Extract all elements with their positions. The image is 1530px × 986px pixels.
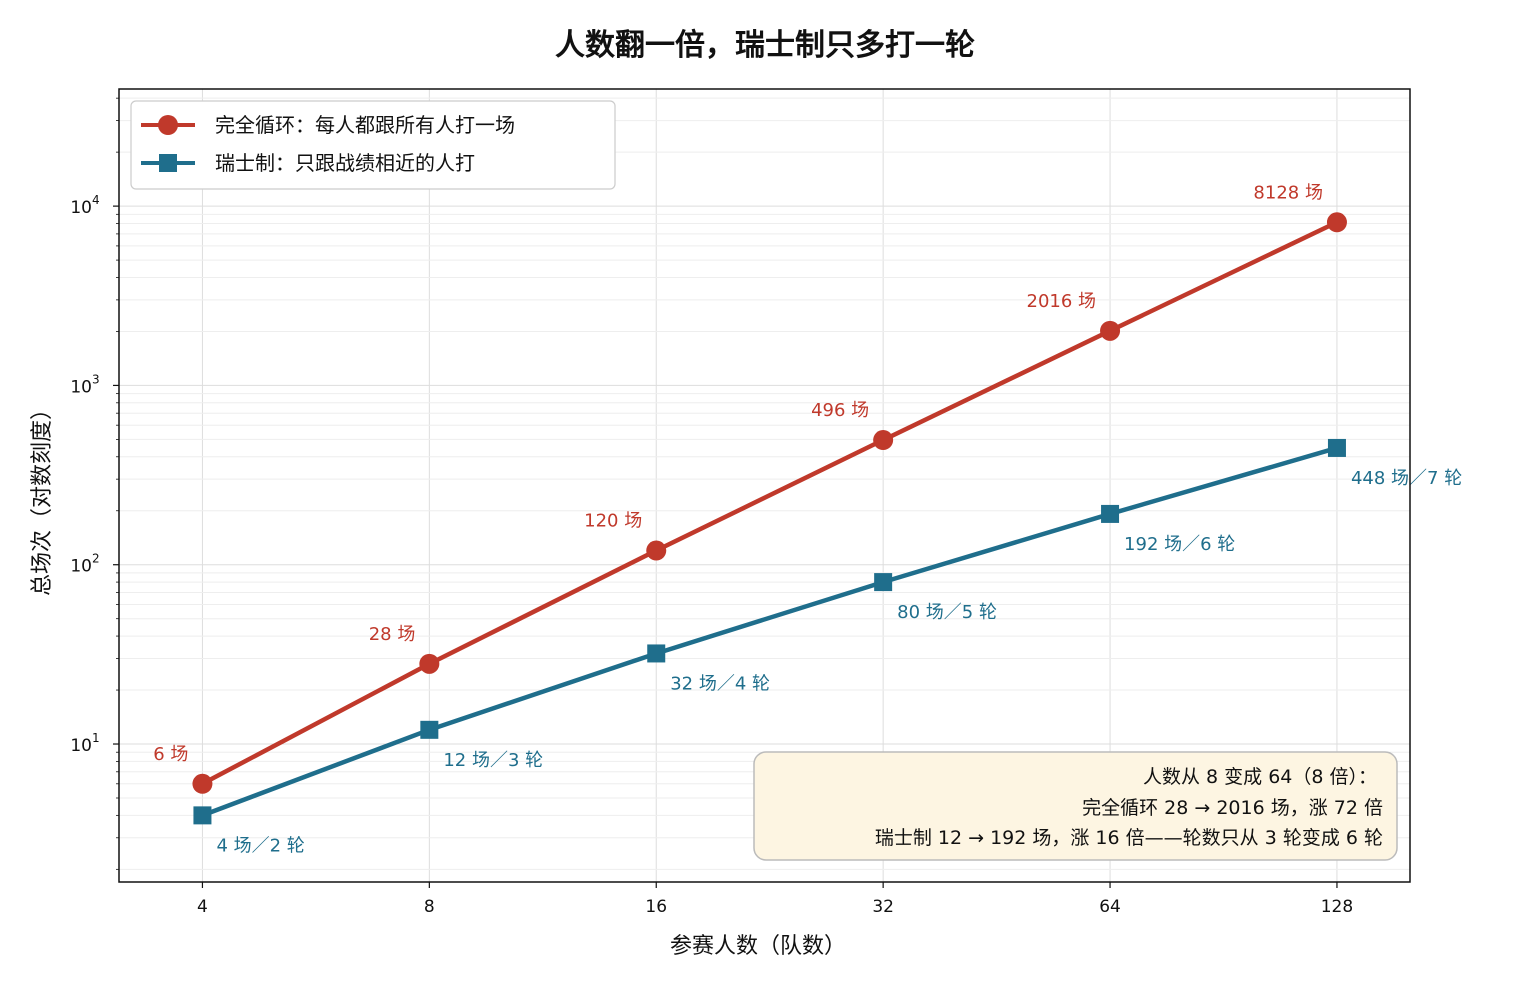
y-tick-exponent: 1 (92, 731, 100, 745)
data-point (192, 773, 213, 794)
legend-label-round-robin: 完全循环：每人都跟所有人打一场 (215, 113, 515, 137)
legend: 完全循环：每人都跟所有人打一场 瑞士制：只跟战绩相近的人打 (130, 100, 616, 190)
data-label: 192 场／6 轮 (1124, 534, 1235, 555)
y-tick-exponent: 4 (92, 193, 100, 207)
data-label: 80 场／5 轮 (897, 602, 997, 623)
data-label: 8128 场 (1253, 182, 1323, 203)
y-axis-label: 总场次（对数刻度） (30, 398, 55, 596)
x-tick-label: 4 (197, 897, 208, 917)
legend-marker-swiss (159, 154, 177, 172)
x-tick-label: 64 (1099, 897, 1121, 917)
data-label: 12 场／3 轮 (443, 750, 543, 771)
data-label: 448 场／7 轮 (1351, 468, 1462, 489)
data-point (1101, 504, 1120, 523)
data-point (193, 806, 212, 825)
x-axis-label: 参赛人数（队数） (670, 934, 846, 959)
data-point (419, 653, 440, 674)
annotation-line-3: 瑞士制 12 → 192 场，涨 16 倍——轮数只从 3 轮变成 6 轮 (875, 827, 1383, 849)
plot-area (119, 89, 1410, 882)
legend-box (130, 100, 616, 190)
annotation-line-1: 人数从 8 变成 64（8 倍）： (1143, 766, 1377, 788)
annotation-line-2: 完全循环 28 → 2016 场，涨 72 倍 (1082, 797, 1383, 819)
x-tick-label: 32 (872, 897, 894, 917)
data-label: 4 场／2 轮 (216, 835, 304, 856)
series-line-0 (201, 220, 1338, 786)
data-point (1327, 438, 1346, 457)
x-tick-label: 8 (424, 897, 435, 917)
x-tick-label: 16 (645, 897, 667, 917)
data-point (1100, 320, 1121, 341)
plot-frame (118, 88, 1411, 883)
data-point (647, 644, 666, 663)
series-layer (192, 212, 1347, 825)
annotation-box: 人数从 8 变成 64（8 倍）： 完全循环 28 → 2016 场，涨 72 … (753, 751, 1398, 861)
data-label: 2016 场 (1027, 291, 1097, 312)
data-label: 28 场 (369, 624, 416, 645)
chart-title: 人数翻一倍，瑞士制只多打一轮 (555, 28, 975, 63)
series-line-1 (201, 445, 1338, 818)
y-tick-label: 10 (70, 377, 92, 397)
x-tick-label: 128 (1321, 897, 1353, 917)
y-tick-label: 10 (70, 736, 92, 756)
data-point (646, 540, 667, 561)
y-tick-label: 10 (70, 198, 92, 218)
legend-label-swiss: 瑞士制：只跟战绩相近的人打 (215, 151, 475, 175)
data-point (873, 430, 894, 451)
data-labels: 6 场 28 场 120 场 496 场 2016 场 8128 场 4 场／2 轮 12 场… (153, 182, 1462, 856)
data-label: 496 场 (811, 400, 869, 421)
data-point (874, 573, 893, 592)
y-tick-exponent: 2 (92, 552, 100, 566)
y-tick-label: 10 (70, 557, 92, 577)
annotation-background (753, 751, 1398, 861)
legend-marker-round-robin (158, 115, 178, 135)
data-point (420, 720, 439, 739)
data-point (1326, 212, 1347, 233)
data-label: 6 场 (153, 744, 188, 765)
data-label: 32 场／4 轮 (670, 673, 770, 694)
data-label: 120 场 (584, 511, 642, 532)
y-tick-exponent: 3 (92, 372, 100, 386)
